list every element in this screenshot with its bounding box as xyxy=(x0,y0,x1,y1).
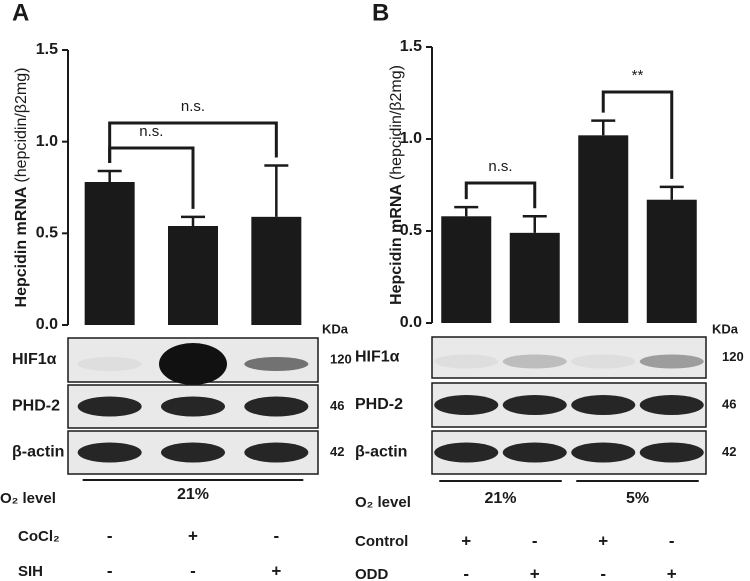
panel-letter: A xyxy=(12,0,29,26)
significance-label: n.s. xyxy=(488,158,512,175)
y-tick-label: 0.0 xyxy=(400,314,422,331)
significance-bracket xyxy=(601,90,674,179)
blot-band xyxy=(639,354,704,369)
condition-sign: + xyxy=(461,531,471,550)
y-axis-label-bold: Hepcidin mRNA xyxy=(388,184,405,305)
y-tick-label: 1.5 xyxy=(36,41,58,58)
blot-protein-label: HIF1α xyxy=(12,351,57,368)
bar xyxy=(84,182,135,325)
condition-label: ODD xyxy=(355,566,389,581)
condition-sign: - xyxy=(190,561,196,580)
y-axis-label-unit: (hepcidin/β2mg) xyxy=(13,68,30,183)
condition-sign: - xyxy=(532,531,538,550)
blot-protein-label: PHD-2 xyxy=(12,398,60,415)
condition-sign: + xyxy=(271,561,281,580)
blot-kda-label: 46 xyxy=(722,396,736,411)
blot-kda-label: 120 xyxy=(330,351,352,366)
significance-bracket xyxy=(464,181,537,209)
blot-frame xyxy=(431,336,707,379)
condition-sign: + xyxy=(598,531,608,550)
condition-label: Control xyxy=(355,533,408,550)
condition-label: O₂ level xyxy=(355,494,411,511)
blot-band xyxy=(502,395,567,415)
significance-label: n.s. xyxy=(181,98,205,115)
bar xyxy=(509,232,560,323)
blot-kda-label: 42 xyxy=(722,444,736,459)
condition-sign: + xyxy=(530,564,540,581)
bar xyxy=(251,216,302,325)
blot-protein-label: PHD-2 xyxy=(355,396,403,413)
blot-protein-label: β-actin xyxy=(355,444,407,461)
blot-band xyxy=(244,357,309,371)
condition-sign: + xyxy=(667,564,677,581)
condition-sign: - xyxy=(107,526,113,545)
significance-bracket xyxy=(108,121,278,163)
blot-kda-label: 120 xyxy=(722,349,744,364)
blot-band xyxy=(571,442,636,463)
y-axis-label: Hepcidin mRNA (hepcidin/β2mg) xyxy=(388,65,405,305)
group-label: 5% xyxy=(626,490,649,507)
group-label: 21% xyxy=(484,490,516,507)
condition-sign: - xyxy=(600,564,606,581)
y-axis-label: Hepcidin mRNA (hepcidin/β2mg) xyxy=(13,68,30,308)
blot-band xyxy=(639,395,704,415)
blot-band xyxy=(434,395,499,415)
bar xyxy=(646,199,697,323)
y-tick-label: 0.5 xyxy=(36,225,58,242)
condition-sign: - xyxy=(463,564,469,581)
significance-label: ** xyxy=(632,67,644,84)
blot-band xyxy=(244,442,309,463)
y-axis-label-unit: (hepcidin/β2mg) xyxy=(388,65,405,180)
blot-band xyxy=(502,442,567,463)
condition-sign: + xyxy=(188,526,198,545)
blot-protein-label: HIF1α xyxy=(355,349,400,366)
blot-band xyxy=(77,442,142,463)
condition-sign: - xyxy=(107,561,113,580)
bar xyxy=(578,135,629,323)
kda-unit: KDa xyxy=(712,321,739,336)
blot-band xyxy=(571,354,636,369)
blot-band xyxy=(502,354,567,369)
condition-label: O₂ level xyxy=(0,490,56,507)
blot-band xyxy=(161,396,225,417)
significance-label: n.s. xyxy=(139,123,163,140)
panel-letter: B xyxy=(372,0,389,26)
condition-label: CoCl₂ xyxy=(18,528,60,545)
blot-band xyxy=(639,442,704,463)
condition-sign: - xyxy=(669,531,675,550)
blot-band xyxy=(244,396,309,417)
blot-band xyxy=(161,442,225,463)
blot-band xyxy=(159,343,227,385)
y-axis-label-bold: Hepcidin mRNA xyxy=(13,186,30,307)
y-tick-label: 0.0 xyxy=(36,316,58,333)
blot-band xyxy=(434,354,499,369)
condition-sign: - xyxy=(273,526,279,545)
blot-band xyxy=(77,357,142,371)
group-label: 21% xyxy=(177,486,209,503)
blot-protein-label: β-actin xyxy=(12,444,64,461)
y-tick-label: 1.5 xyxy=(400,38,422,55)
y-tick-label: 0.5 xyxy=(400,222,422,239)
blot-band xyxy=(77,396,142,417)
blot-band xyxy=(571,395,636,415)
blot-kda-label: 46 xyxy=(330,398,344,413)
condition-label: SIH xyxy=(18,563,43,580)
y-tick-label: 1.0 xyxy=(400,130,422,147)
blot-kda-label: 42 xyxy=(330,444,344,459)
bar xyxy=(168,226,218,325)
bar xyxy=(441,216,492,323)
kda-unit: KDa xyxy=(322,321,349,336)
blot-band xyxy=(434,442,499,463)
y-tick-label: 1.0 xyxy=(36,133,58,150)
